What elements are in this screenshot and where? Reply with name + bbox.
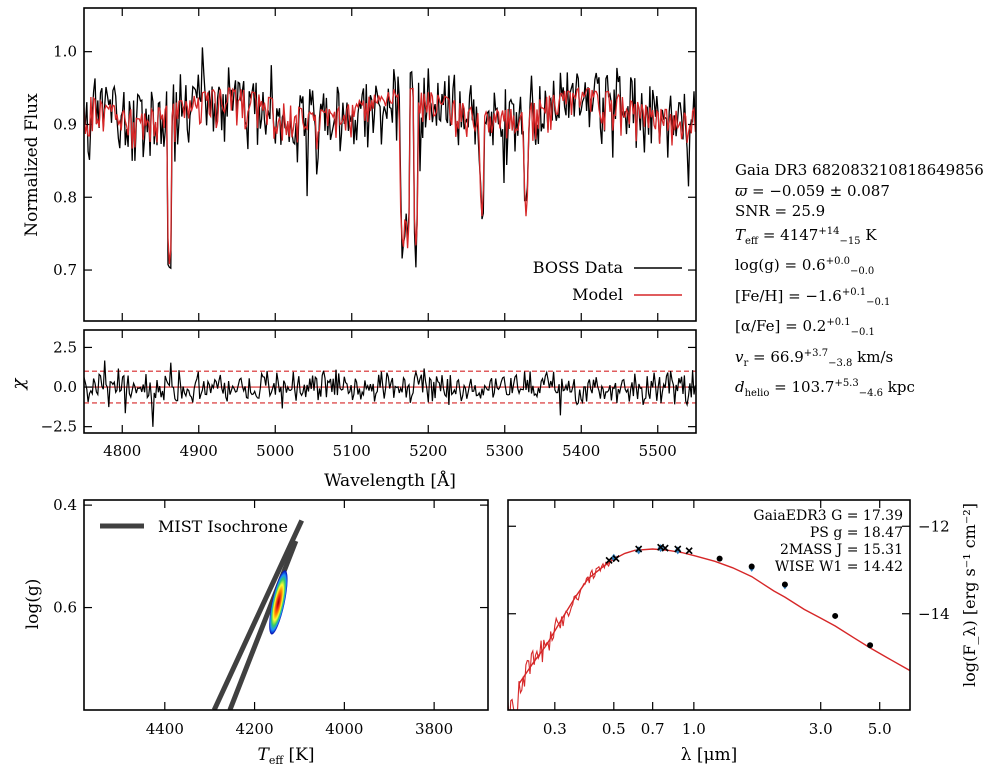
residual-panel: −2.5 0.0 2.5 4800 4900 5000 5100 5200 5300 5400 5… xyxy=(8,329,697,491)
residual-ticks xyxy=(84,330,696,433)
residual-xtick-label: 5000 xyxy=(256,442,294,460)
sed-frame xyxy=(507,499,911,711)
sed-ticks xyxy=(508,500,910,710)
teff: Teff = 4147+14−15 K xyxy=(735,225,877,247)
feh: [Fe/H] = −1.6+0.1−0.1 xyxy=(735,286,891,308)
kiel-panel: 0.4 0.6 4400 4200 4000 3800 MIST Isochrone l… xyxy=(23,496,489,767)
sed-xlabel: λ [μm] xyxy=(681,745,738,765)
kiel-xtick-label: 4200 xyxy=(235,720,273,738)
residual-xtick-label: 5300 xyxy=(486,442,524,460)
photometry-cross xyxy=(685,547,693,555)
residual-xtick-label: 5400 xyxy=(562,442,600,460)
residual-ytick-labels: −2.5 0.0 2.5 xyxy=(41,338,77,435)
residual-line xyxy=(84,360,696,427)
photometry-cross xyxy=(674,545,682,553)
legend-label-isochrone: MIST Isochrone xyxy=(158,517,288,536)
model-line xyxy=(84,86,696,265)
legend-label-boss-data: BOSS Data xyxy=(533,258,624,277)
spectrum-ytick-label: 0.9 xyxy=(53,115,77,133)
star-parameters: Gaia DR3 682083210818649856 ϖ = −0.059 ±… xyxy=(735,160,984,405)
alpha-fe: [α/Fe] = 0.2+0.1−0.1 xyxy=(735,317,875,338)
legend-label-model: Model xyxy=(572,285,623,304)
sed-ytick-label: −14 xyxy=(918,605,950,623)
residual-xtick-label: 5100 xyxy=(333,442,371,460)
sed-xtick-label: 0.5 xyxy=(602,720,626,738)
residual-ytick-label: 0.0 xyxy=(53,378,77,396)
isochrone-track-1 xyxy=(211,519,304,710)
kiel-ylabel: log(g) xyxy=(23,579,43,630)
sed-xtick-label: 1.0 xyxy=(682,720,706,738)
posterior-density xyxy=(269,570,288,635)
kiel-ytick-label: 0.6 xyxy=(53,599,77,617)
residual-xtick-label: 4900 xyxy=(180,442,218,460)
photometry-point xyxy=(716,555,723,562)
parallax: ϖ = −0.059 ± 0.087 xyxy=(735,181,890,200)
sed-annotation-ps-g: PS g = 18.47 xyxy=(810,525,903,541)
radial-velocity: vr = 66.9+3.7−3.8 km/s xyxy=(735,347,894,369)
residual-xtick-label: 5500 xyxy=(639,442,677,460)
residual-ytick-label: 2.5 xyxy=(53,338,77,356)
photometry-cross xyxy=(635,545,643,553)
kiel-frame xyxy=(83,499,489,711)
photometry-cross xyxy=(612,555,620,563)
residual-ytick-label: −2.5 xyxy=(41,418,77,436)
sed-xtick-label: 3.0 xyxy=(809,720,833,738)
spectrum-ytick-label: 1.0 xyxy=(53,43,77,61)
sed-ytick-label: −12 xyxy=(918,517,950,535)
kiel-ytick-labels: 0.4 0.6 xyxy=(53,496,77,616)
sed-model-uv-noise xyxy=(508,555,619,710)
sed-annotation-wise-w1: WISE W1 = 14.42 xyxy=(775,559,903,575)
kiel-legend: MIST Isochrone xyxy=(100,517,288,536)
residual-ylabel: χ xyxy=(8,377,29,391)
sed-xtick-label: 5.0 xyxy=(868,720,892,738)
spectrum-ytick-labels: 0.7 0.8 0.9 1.0 xyxy=(53,43,77,279)
spectrum-ytick-label: 0.7 xyxy=(53,261,77,279)
sed-ylabel: log(F_λ) [erg s⁻¹ cm⁻²] xyxy=(960,503,979,687)
gaia-id: Gaia DR3 682083210818649856 xyxy=(735,161,984,179)
residual-xtick-labels: 4800 4900 5000 5100 5200 5300 5400 5500 xyxy=(103,442,677,460)
kiel-xlabel: Teff [K] xyxy=(257,745,314,767)
sed-xtick-labels: 0.3 0.5 0.7 1.0 3.0 5.0 xyxy=(543,720,892,738)
kiel-xtick-label: 4400 xyxy=(146,720,184,738)
photometry-point xyxy=(832,612,839,619)
kiel-xtick-labels: 4400 4200 4000 3800 xyxy=(146,720,454,738)
spectrum-panel: 0.7 0.8 0.9 1.0 Normalized Flux BOSS Data M… xyxy=(22,7,697,322)
sed-annotation-gaia-g: GaiaEDR3 G = 17.39 xyxy=(753,508,903,524)
kiel-ytick-label: 0.4 xyxy=(53,496,77,514)
photometry-cross xyxy=(661,544,669,552)
residual-xtick-label: 4800 xyxy=(103,442,141,460)
kiel-xtick-label: 4000 xyxy=(325,720,363,738)
sed-xtick-label: 0.7 xyxy=(641,720,665,738)
residual-xtick-label: 5200 xyxy=(409,442,447,460)
boss-data-line xyxy=(84,47,696,270)
heliocentric-distance: dhelio = 103.7+5.3−4.6 kpc xyxy=(735,378,915,399)
sed-photometry xyxy=(605,543,874,649)
sed-xtick-label: 0.3 xyxy=(543,720,567,738)
isochrone-track-2 xyxy=(227,540,299,710)
sed-panel: −12 −14 0.3 0.5 0.7 1.0 3.0 5.0 GaiaEDR3 G = 1… xyxy=(507,499,979,765)
residual-frame xyxy=(83,329,697,434)
photometry-point xyxy=(748,563,755,570)
photometry-point xyxy=(867,642,874,649)
kiel-ticks xyxy=(84,500,488,710)
spectrum-legend: BOSS Data Model xyxy=(533,258,682,304)
sed-annotation-2mass-j: 2MASS J = 15.31 xyxy=(780,542,903,558)
sed-annotations: GaiaEDR3 G = 17.39 PS g = 18.47 2MASS J … xyxy=(753,508,903,575)
photometry-cross xyxy=(605,556,613,564)
sed-ytick-labels: −12 −14 xyxy=(918,517,950,623)
sed-model-curve xyxy=(518,548,910,685)
spectrum-ytick-label: 0.8 xyxy=(53,188,77,206)
kiel-xtick-label: 3800 xyxy=(415,720,453,738)
snr: SNR = 25.9 xyxy=(735,202,826,220)
spectrum-ticks xyxy=(84,8,696,321)
residual-xlabel: Wavelength [Å] xyxy=(324,470,456,491)
photometry-point xyxy=(781,581,788,588)
logg: log(g) = 0.6+0.0−0.0 xyxy=(735,256,875,277)
spectrum-frame xyxy=(83,7,697,322)
spectrum-ylabel: Normalized Flux xyxy=(22,93,42,237)
